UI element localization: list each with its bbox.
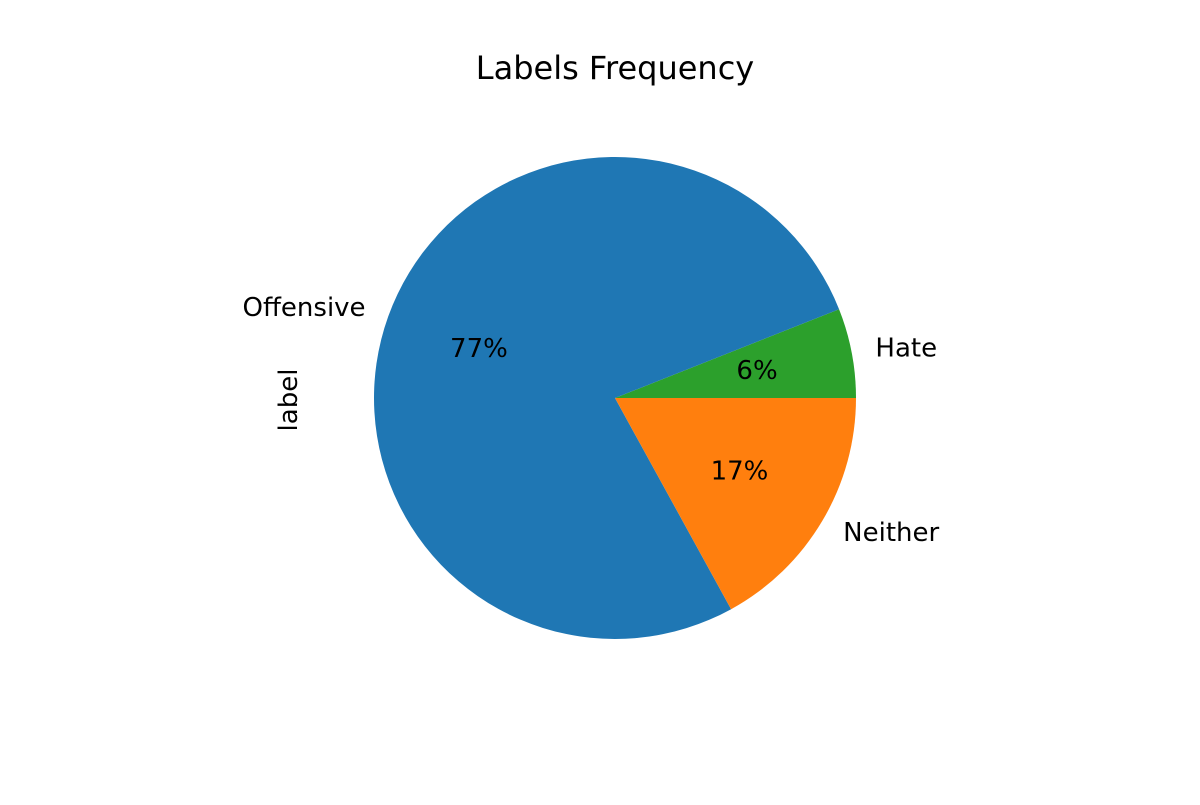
- slice-label-offensive: Offensive: [243, 293, 366, 323]
- chart-title: Labels Frequency: [476, 49, 754, 87]
- slice-label-neither: Neither: [843, 518, 939, 548]
- pie-labels: Hate 6% Offensive 77% Neither 17%: [243, 293, 940, 548]
- slice-label-hate: Hate: [875, 333, 937, 363]
- y-axis-label: label: [274, 369, 304, 432]
- pie-slice-hate: [615, 309, 856, 398]
- pie-slice-offensive: [374, 156, 840, 640]
- pie-slices: [374, 156, 856, 640]
- slice-percent-offensive: 77%: [450, 334, 508, 364]
- pie-slice-neither: [615, 398, 856, 610]
- slice-percent-neither: 17%: [711, 457, 769, 487]
- slice-percent-hate: 6%: [736, 356, 777, 386]
